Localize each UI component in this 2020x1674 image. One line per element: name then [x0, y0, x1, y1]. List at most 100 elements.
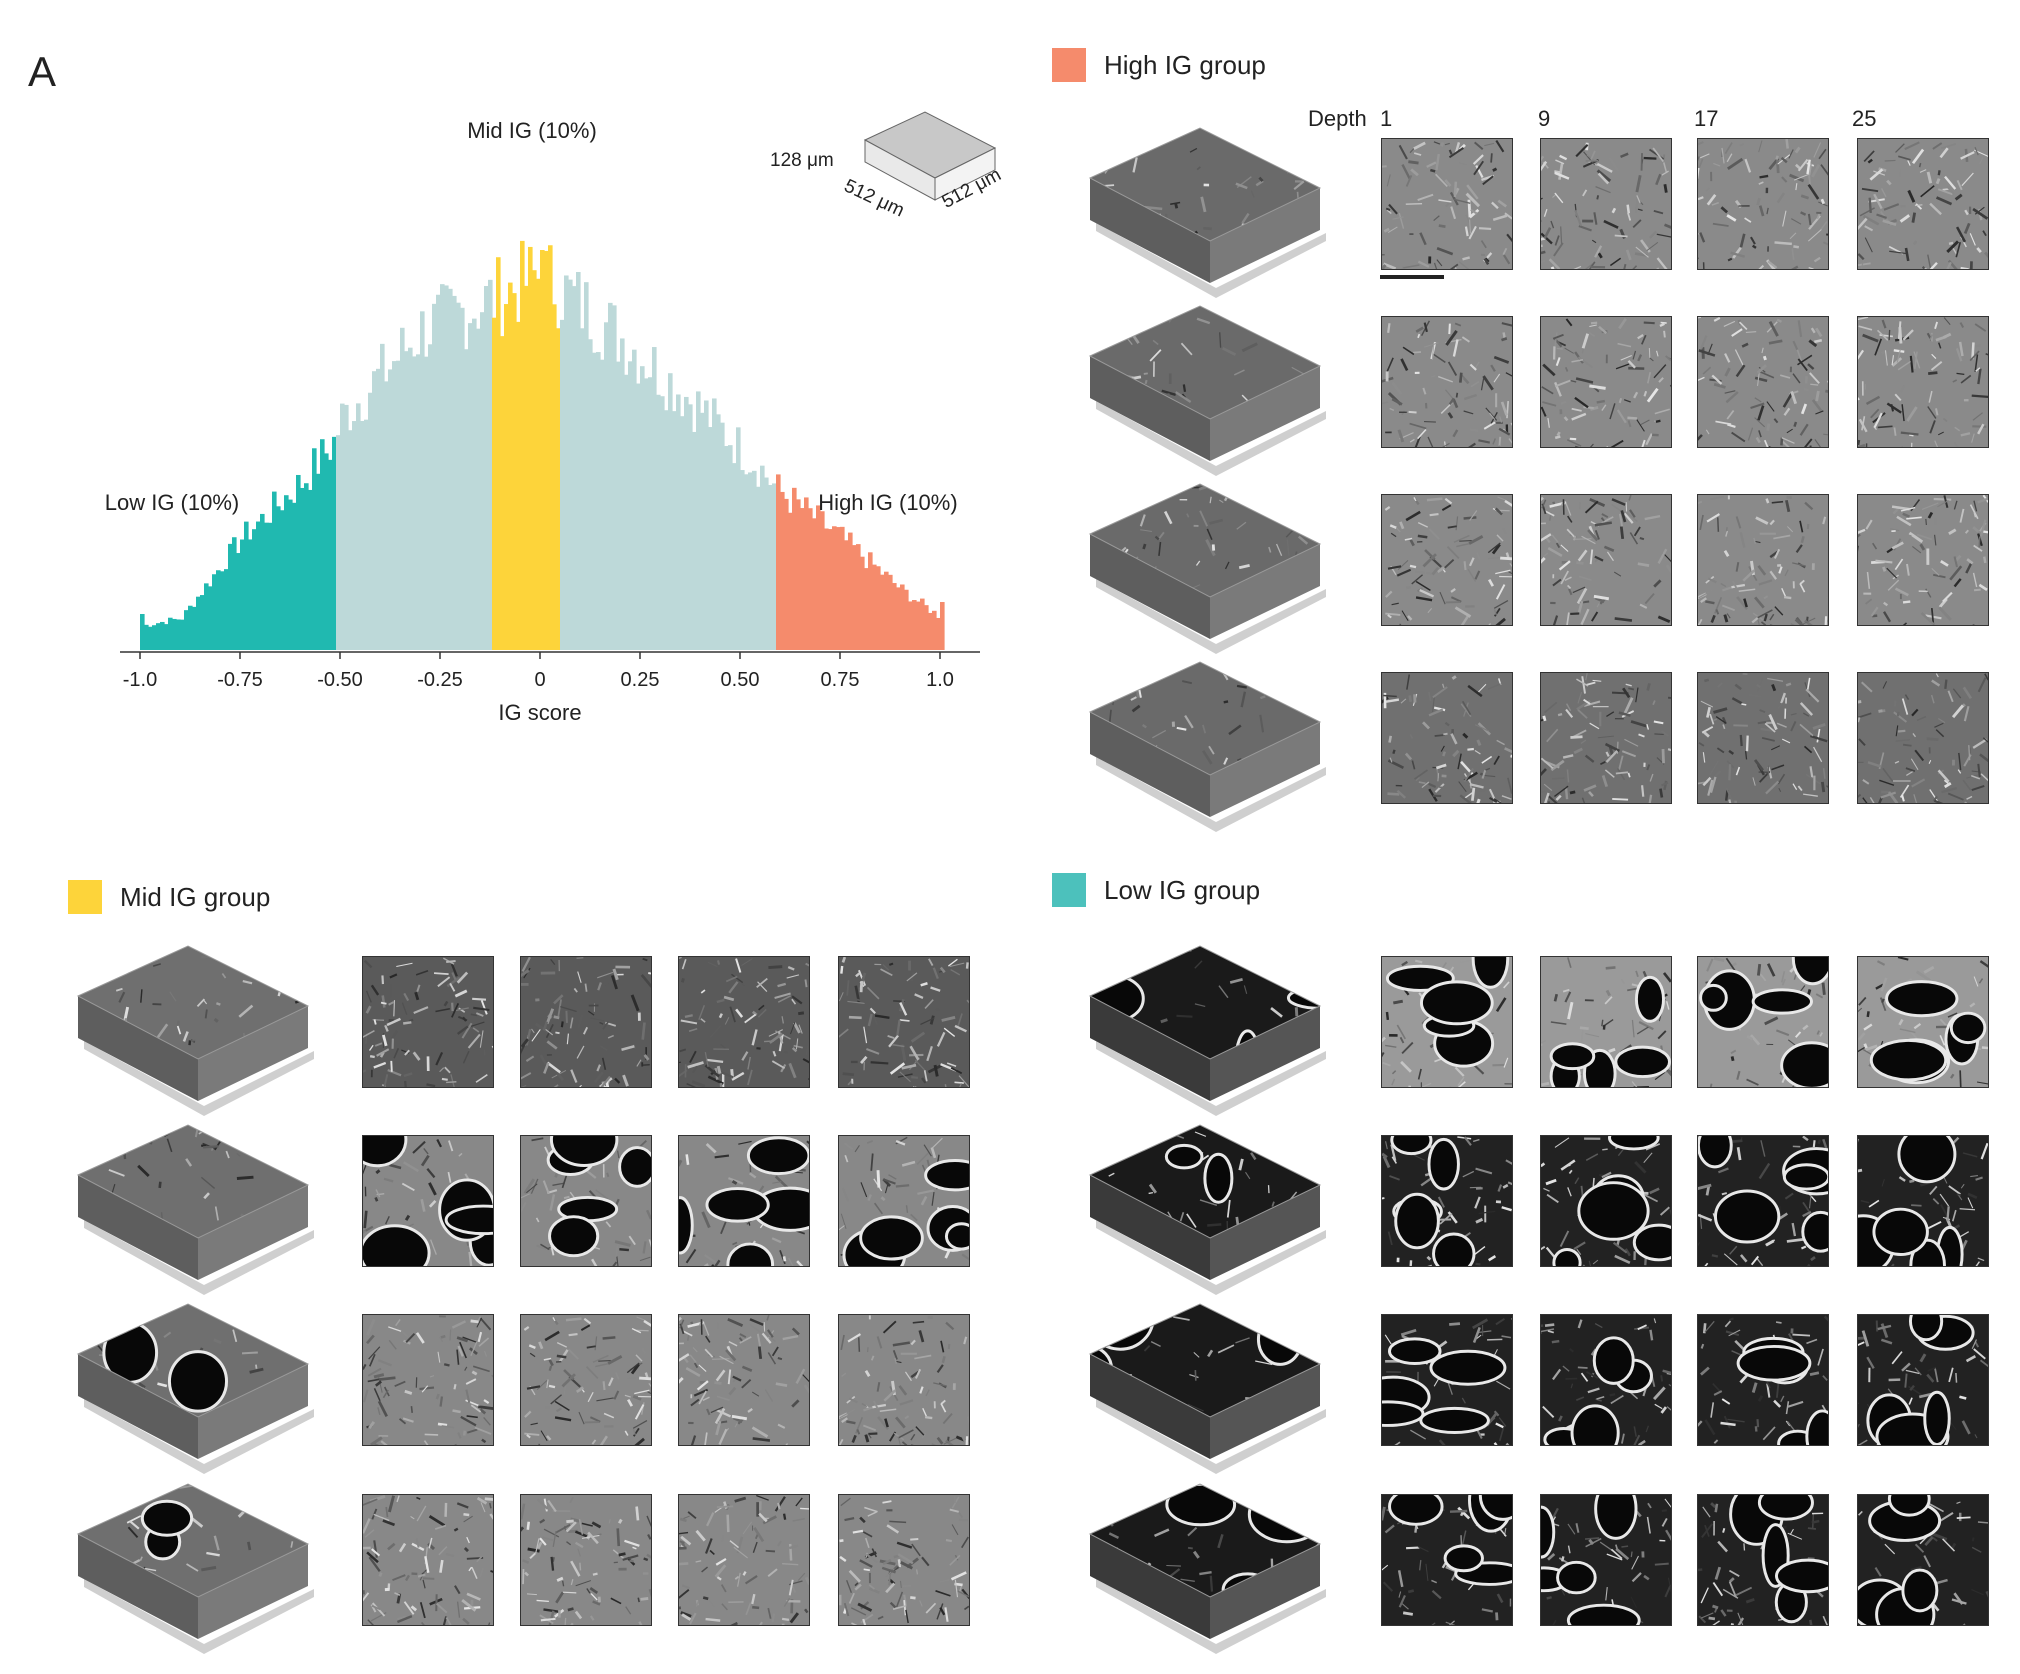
histogram-bar	[276, 506, 281, 650]
histogram-bar	[692, 432, 697, 650]
high-group-slice-4-3	[1697, 672, 1829, 804]
high-group-slice-1-4	[1857, 138, 1989, 270]
histogram-bar	[656, 395, 661, 650]
histogram-bar	[412, 356, 417, 650]
histogram-bar	[152, 625, 157, 650]
histogram-bar	[684, 397, 689, 650]
high-group-volume-4	[1080, 657, 1330, 847]
histogram-bar	[620, 338, 625, 650]
histogram-bar	[396, 361, 401, 650]
histogram-bar	[144, 625, 149, 650]
histogram-bar	[352, 421, 357, 650]
histogram-bar	[420, 311, 425, 650]
histogram-bar	[416, 354, 421, 650]
high-group-slice-4-4	[1857, 672, 1989, 804]
x-axis-label: IG score	[498, 700, 581, 725]
histogram-bar	[164, 624, 169, 650]
histogram-bar	[808, 508, 813, 650]
histogram-bar	[924, 605, 929, 650]
histogram-bar	[828, 529, 833, 650]
histogram-bar	[728, 445, 733, 650]
histogram-bar	[572, 286, 577, 650]
histogram-bar	[200, 595, 205, 650]
mid-group-slice-4-4	[838, 1494, 970, 1626]
histogram-bar	[432, 304, 437, 650]
low-group-swatch	[1052, 873, 1086, 907]
low-group-slice-3-4	[1857, 1314, 1989, 1446]
histogram-bar	[536, 279, 541, 650]
histogram-bar	[332, 437, 337, 650]
histogram-bar	[624, 375, 629, 650]
low-group-slice-3-3	[1697, 1314, 1829, 1446]
histogram-bar	[892, 583, 897, 650]
histogram-bar	[328, 460, 333, 650]
histogram-bar	[304, 483, 309, 650]
histogram-bar	[688, 404, 693, 650]
histogram-bar	[940, 602, 945, 650]
histogram-bar	[468, 323, 473, 650]
histogram-bar	[716, 414, 721, 650]
histogram-bar	[264, 523, 269, 650]
histogram-bar	[776, 474, 781, 650]
histogram-bar	[832, 526, 837, 650]
histogram-bar	[724, 446, 729, 650]
low-group-slice-2-3	[1697, 1135, 1829, 1267]
mid-group-swatch	[68, 880, 102, 914]
histogram-bar	[488, 280, 493, 650]
high-group-slice-3-1	[1381, 494, 1513, 626]
histogram-bar	[616, 362, 621, 650]
histogram-bar	[580, 328, 585, 650]
mid-group-volume-3	[68, 1299, 318, 1489]
histogram-bar	[320, 439, 325, 650]
histogram-bar	[204, 583, 209, 650]
high-group-slice-3-2	[1540, 494, 1672, 626]
histogram-bar	[588, 339, 593, 650]
x-tick-label: -0.25	[417, 669, 463, 691]
low-group-slice-4-1	[1381, 1494, 1513, 1626]
histogram-bar	[904, 590, 909, 650]
histogram-bar	[668, 373, 673, 650]
histogram-bar	[388, 369, 393, 650]
high-group-slice-2-3	[1697, 316, 1829, 448]
histogram-bar	[752, 471, 757, 650]
histogram-bar	[884, 572, 889, 650]
histogram-bar	[920, 599, 925, 650]
histogram-bar	[644, 378, 649, 650]
high-group-slice-3-3	[1697, 494, 1829, 626]
histogram-bar	[500, 336, 505, 650]
histogram-bar	[704, 400, 709, 650]
histogram-bar	[760, 466, 765, 650]
histogram-bar	[764, 478, 769, 650]
high-group-slice-2-2	[1540, 316, 1672, 448]
mid-group-slice-3-2	[520, 1314, 652, 1446]
histogram-bar	[576, 272, 581, 650]
high-group-slice-1-2	[1540, 138, 1672, 270]
mid-group-slice-1-1	[362, 956, 494, 1088]
histogram-bar	[448, 289, 453, 650]
histogram-bar	[508, 283, 513, 650]
low-group-volume-3	[1080, 1299, 1330, 1489]
histogram-bar	[788, 513, 793, 650]
histogram-bar	[236, 553, 241, 650]
histogram-bar	[696, 391, 701, 650]
histogram-bar	[640, 366, 645, 650]
histogram-bar	[544, 251, 549, 650]
histogram-bar	[300, 488, 305, 650]
low-group-slice-1-2	[1540, 956, 1672, 1088]
histogram-bar	[180, 620, 185, 650]
histogram-bar	[632, 350, 637, 650]
histogram-bar	[524, 286, 529, 650]
mid-group-slice-1-4	[838, 956, 970, 1088]
histogram-bar	[836, 527, 841, 650]
histogram-bar	[404, 351, 409, 650]
histogram-bar	[516, 322, 521, 650]
histogram-bar	[820, 511, 825, 650]
mid-group-slice-2-1	[362, 1135, 494, 1267]
histogram-bar	[184, 610, 189, 650]
histogram-bar	[756, 487, 761, 650]
histogram-bar	[156, 623, 161, 650]
high-group-slice-3-4	[1857, 494, 1989, 626]
histogram-bar	[424, 357, 429, 650]
histogram-bar	[464, 349, 469, 650]
histogram-bar	[796, 499, 801, 650]
